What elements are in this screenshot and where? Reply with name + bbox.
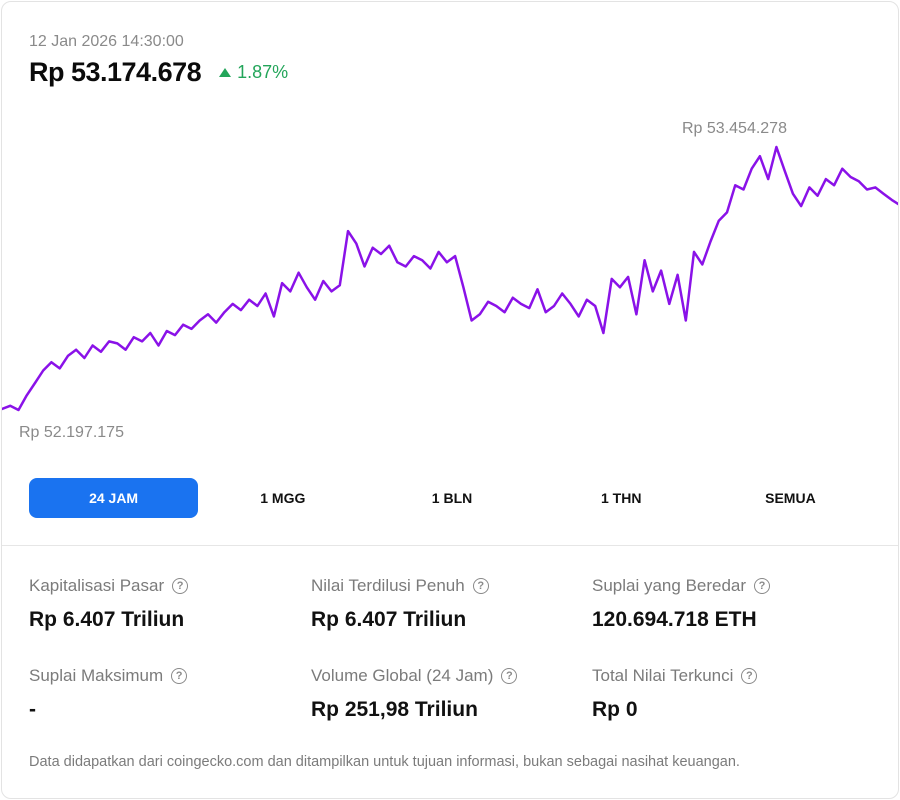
timestamp: 12 Jan 2026 14:30:00 [29, 33, 184, 50]
stat-value: Rp 6.407 Triliun [29, 608, 185, 631]
chart-low-label: Rp 52.197.175 [19, 424, 124, 441]
tab-1y[interactable]: 1 THN [600, 490, 642, 506]
price-series-line [2, 145, 898, 412]
tab-1m[interactable]: 1 BLN [431, 490, 473, 506]
stat-global-volume: Volume Global (24 Jam) ? Rp 251,98 Trili… [311, 666, 518, 722]
current-price: Rp 53.174.678 [29, 57, 202, 87]
stat-label: Suplai yang Beredar [592, 576, 747, 595]
price-chart[interactable]: Rp 53.454.278 Rp 52.197.175 [2, 102, 898, 462]
help-icon[interactable]: ? [754, 578, 771, 594]
help-icon[interactable]: ? [472, 578, 489, 594]
stat-label: Volume Global (24 Jam) [311, 666, 494, 685]
stat-label: Kapitalisasi Pasar [29, 576, 165, 595]
tab-all[interactable]: SEMUA [765, 490, 816, 506]
triangle-up-icon [219, 68, 232, 77]
divider [2, 545, 898, 546]
stat-max-supply: Suplai Maksimum ? - [29, 666, 188, 722]
tab-24h[interactable]: 24 JAM [29, 478, 199, 518]
price-change: 1.87% [219, 62, 288, 83]
stat-label: Total Nilai Terkunci [592, 666, 734, 685]
stat-circulating-supply: Suplai yang Beredar ? 120.694.718 ETH [592, 576, 771, 632]
chart-high-label: Rp 53.454.278 [682, 120, 787, 137]
help-icon[interactable]: ? [171, 668, 188, 684]
stat-market-cap: Kapitalisasi Pasar ? Rp 6.407 Triliun [29, 576, 189, 632]
tab-1w[interactable]: 1 MGG [260, 490, 306, 506]
price-chart-svg [2, 145, 898, 412]
stat-total-value-locked: Total Nilai Terkunci ? Rp 0 [592, 666, 758, 722]
price-row: Rp 53.174.678 1.87% [29, 57, 288, 88]
stat-value: Rp 251,98 Triliun [311, 698, 478, 721]
stat-value: Rp 6.407 Triliun [311, 608, 467, 631]
stat-value: - [29, 698, 36, 721]
stat-label: Nilai Terdilusi Penuh [311, 576, 465, 595]
price-change-percent: 1.87% [237, 62, 289, 82]
footnote: Data didapatkan dari coingecko.com dan d… [29, 754, 740, 770]
time-range-tabs: 24 JAM 1 MGG 1 BLN 1 THN SEMUA [29, 478, 875, 518]
stat-label: Suplai Maksimum [29, 666, 164, 685]
stat-value: 120.694.718 ETH [592, 608, 757, 631]
stat-fully-diluted: Nilai Terdilusi Penuh ? Rp 6.407 Triliun [311, 576, 489, 632]
help-icon[interactable]: ? [741, 668, 758, 684]
help-icon[interactable]: ? [501, 668, 518, 684]
help-icon[interactable]: ? [172, 578, 189, 594]
stat-value: Rp 0 [592, 698, 638, 721]
